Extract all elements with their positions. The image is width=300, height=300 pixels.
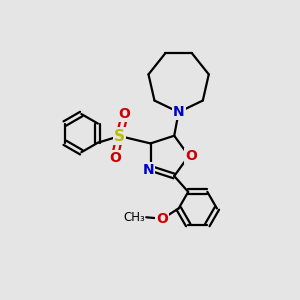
Text: O: O: [185, 149, 197, 163]
Text: N: N: [173, 105, 184, 119]
Text: CH₃: CH₃: [123, 211, 145, 224]
Text: O: O: [157, 212, 168, 226]
Text: O: O: [118, 107, 130, 121]
Text: S: S: [114, 129, 125, 144]
Text: O: O: [109, 151, 121, 165]
Text: N: N: [142, 163, 154, 177]
